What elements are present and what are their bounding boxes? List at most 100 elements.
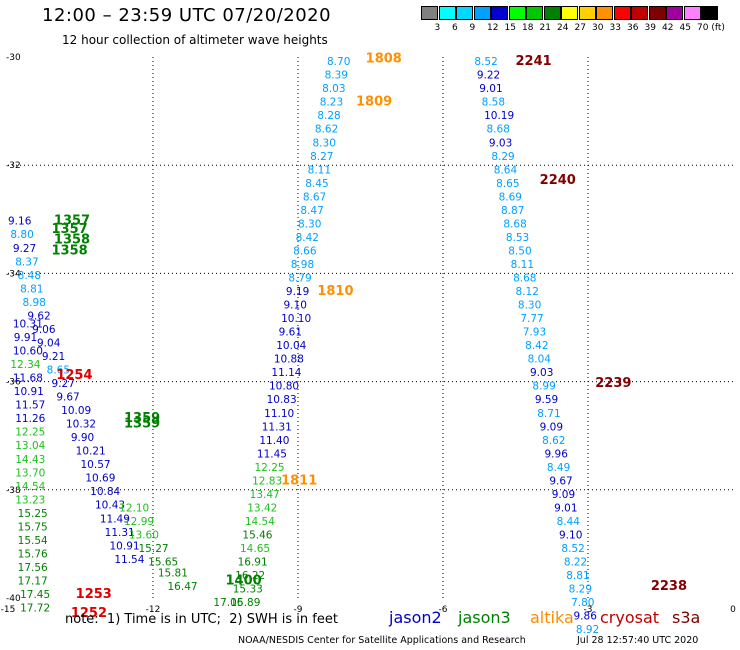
wave-height-label: 11.26 <box>15 413 45 425</box>
wave-height-label: 8.87 <box>501 205 524 217</box>
wave-height-label: 12.10 <box>119 502 149 514</box>
legend-label: 6 <box>452 23 458 33</box>
satellite-s3a: s3a <box>672 608 701 627</box>
wave-height-label: 12.99 <box>124 516 154 528</box>
wave-height-label: 8.39 <box>325 70 348 82</box>
wave-height-label: 10.10 <box>281 313 311 325</box>
wave-height-label: 14.54 <box>15 481 45 493</box>
legend-swatch <box>473 6 491 20</box>
wave-height-label: 13.47 <box>250 489 280 501</box>
wave-height-label: 11.40 <box>259 435 289 447</box>
wave-height-label: 8.69 <box>499 191 522 203</box>
map-grid <box>8 57 733 598</box>
wave-height-label: 8.04 <box>528 354 552 366</box>
wave-height-label: 16.22 <box>235 570 265 582</box>
wave-height-label: 13.23 <box>15 494 45 506</box>
wave-height-label: 9.61 <box>279 327 302 339</box>
legend-label: 3 <box>434 23 441 33</box>
wave-height-label: 8.42 <box>525 340 548 352</box>
satellite-altika: altika <box>530 608 574 627</box>
wave-height-label: 9.10 <box>284 300 307 312</box>
legend-label: 42 <box>662 23 674 33</box>
satellite-jason2: jason2 <box>389 608 442 627</box>
legend-label: 27 <box>574 23 586 33</box>
axis-ticks: -15 -12 -9 -6 -3 0-30-32-34-36-38-40 <box>1 53 736 615</box>
wave-height-label: 10.91 <box>110 540 140 552</box>
wave-height-label: 11.57 <box>15 400 45 412</box>
wave-height-label: 8.03 <box>322 83 345 95</box>
wave-height-label: 12.25 <box>255 462 285 474</box>
pass-time-label: 1252 <box>71 606 107 621</box>
wave-height-label: 11.31 <box>105 527 135 539</box>
wave-height-label: 15.27 <box>139 543 169 555</box>
wave-height-label: 17.45 <box>20 589 50 601</box>
wave-height-label: 10.21 <box>76 446 106 458</box>
x-tick-label: -12 <box>146 605 161 615</box>
wave-height-label: 8.64 <box>494 164 518 176</box>
wave-height-label: 11.49 <box>100 513 130 525</box>
wave-height-label: 10.19 <box>484 110 514 122</box>
x-tick-label: -9 <box>294 605 303 615</box>
x-tick-label: -15 <box>1 605 16 615</box>
x-tick-label: 0 <box>730 605 736 615</box>
wave-height-label: 9.06 <box>32 324 56 336</box>
wave-height-label: 8.62 <box>315 124 338 136</box>
legend-swatch <box>456 6 473 20</box>
legend-swatch <box>596 6 613 20</box>
wave-height-label: 16.47 <box>168 581 198 593</box>
x-tick-label: -6 <box>439 605 448 615</box>
legend-label: 12 <box>487 23 499 33</box>
wave-height-label: 8.53 <box>506 232 529 244</box>
x-tick-label: -3 <box>584 605 593 615</box>
wave-height-label: 10.88 <box>274 354 304 366</box>
wave-height-label: 9.27 <box>13 243 36 255</box>
legend-swatch <box>438 6 456 20</box>
wave-height-label: 10.57 <box>81 459 111 471</box>
legend-swatch <box>683 6 701 20</box>
wave-height-label: 8.68 <box>503 218 526 230</box>
wave-height-label: 8.79 <box>288 273 311 285</box>
pass-time-label: 1358 <box>54 233 90 248</box>
wave-height-label: 11.14 <box>271 367 301 379</box>
wave-height-label: 9.27 <box>52 378 75 390</box>
legend-label: 24 <box>557 23 569 33</box>
observation-labels: 8.708.398.038.238.288.628.308.278.118.45… <box>8 56 599 636</box>
legend-label: 15 <box>504 23 516 33</box>
wave-height-label: 13.70 <box>15 467 45 479</box>
wave-height-label: 17.56 <box>18 562 48 574</box>
wave-height-label: 15.75 <box>18 521 48 533</box>
wave-height-label: 8.99 <box>532 381 555 393</box>
wave-height-label: 8.27 <box>310 151 333 163</box>
wave-height-label: 14.54 <box>245 516 275 528</box>
wave-height-label: 13.60 <box>129 529 159 541</box>
wave-height-label: 8.68 <box>513 273 536 285</box>
wave-height-label: 12.83 <box>252 475 282 487</box>
wave-height-label: 8.98 <box>291 259 314 271</box>
wave-height-label: 8.11 <box>511 259 534 271</box>
legend-swatch <box>631 6 648 20</box>
wave-height-label: 8.37 <box>15 256 38 268</box>
pass-time-label: 1808 <box>366 51 402 66</box>
legend-label: 36 <box>627 23 639 33</box>
wave-height-label: 8.23 <box>320 97 343 109</box>
pass-time-label: 1810 <box>317 284 353 299</box>
wave-height-label: 8.44 <box>557 516 581 528</box>
wave-height-label: 17.06 <box>213 597 243 609</box>
wave-height-label: 10.91 <box>14 386 44 398</box>
wave-height-label: 12.25 <box>15 427 45 439</box>
pass-time-label: 2238 <box>651 579 687 594</box>
wave-height-label: 8.52 <box>561 543 584 555</box>
wave-height-label: 10.69 <box>85 473 115 485</box>
wave-height-label: 15.81 <box>158 567 188 579</box>
wave-height-label: 15.54 <box>18 535 48 547</box>
pass-time-label: 1253 <box>76 587 112 602</box>
pass-time-label: 1254 <box>56 368 92 383</box>
wave-height-label: 15.25 <box>18 508 48 520</box>
wave-height-label: 8.22 <box>564 557 587 569</box>
pass-time-label: 1357 <box>54 214 90 229</box>
legend-swatch <box>526 6 543 20</box>
time-labels: 1808 1809 1810 1811 2241 2240 2239 2238 13571357… <box>52 51 688 621</box>
wave-height-label: 9.22 <box>477 70 500 82</box>
wave-height-label: 9.67 <box>56 392 79 404</box>
pass-time-label: 2239 <box>595 376 631 391</box>
